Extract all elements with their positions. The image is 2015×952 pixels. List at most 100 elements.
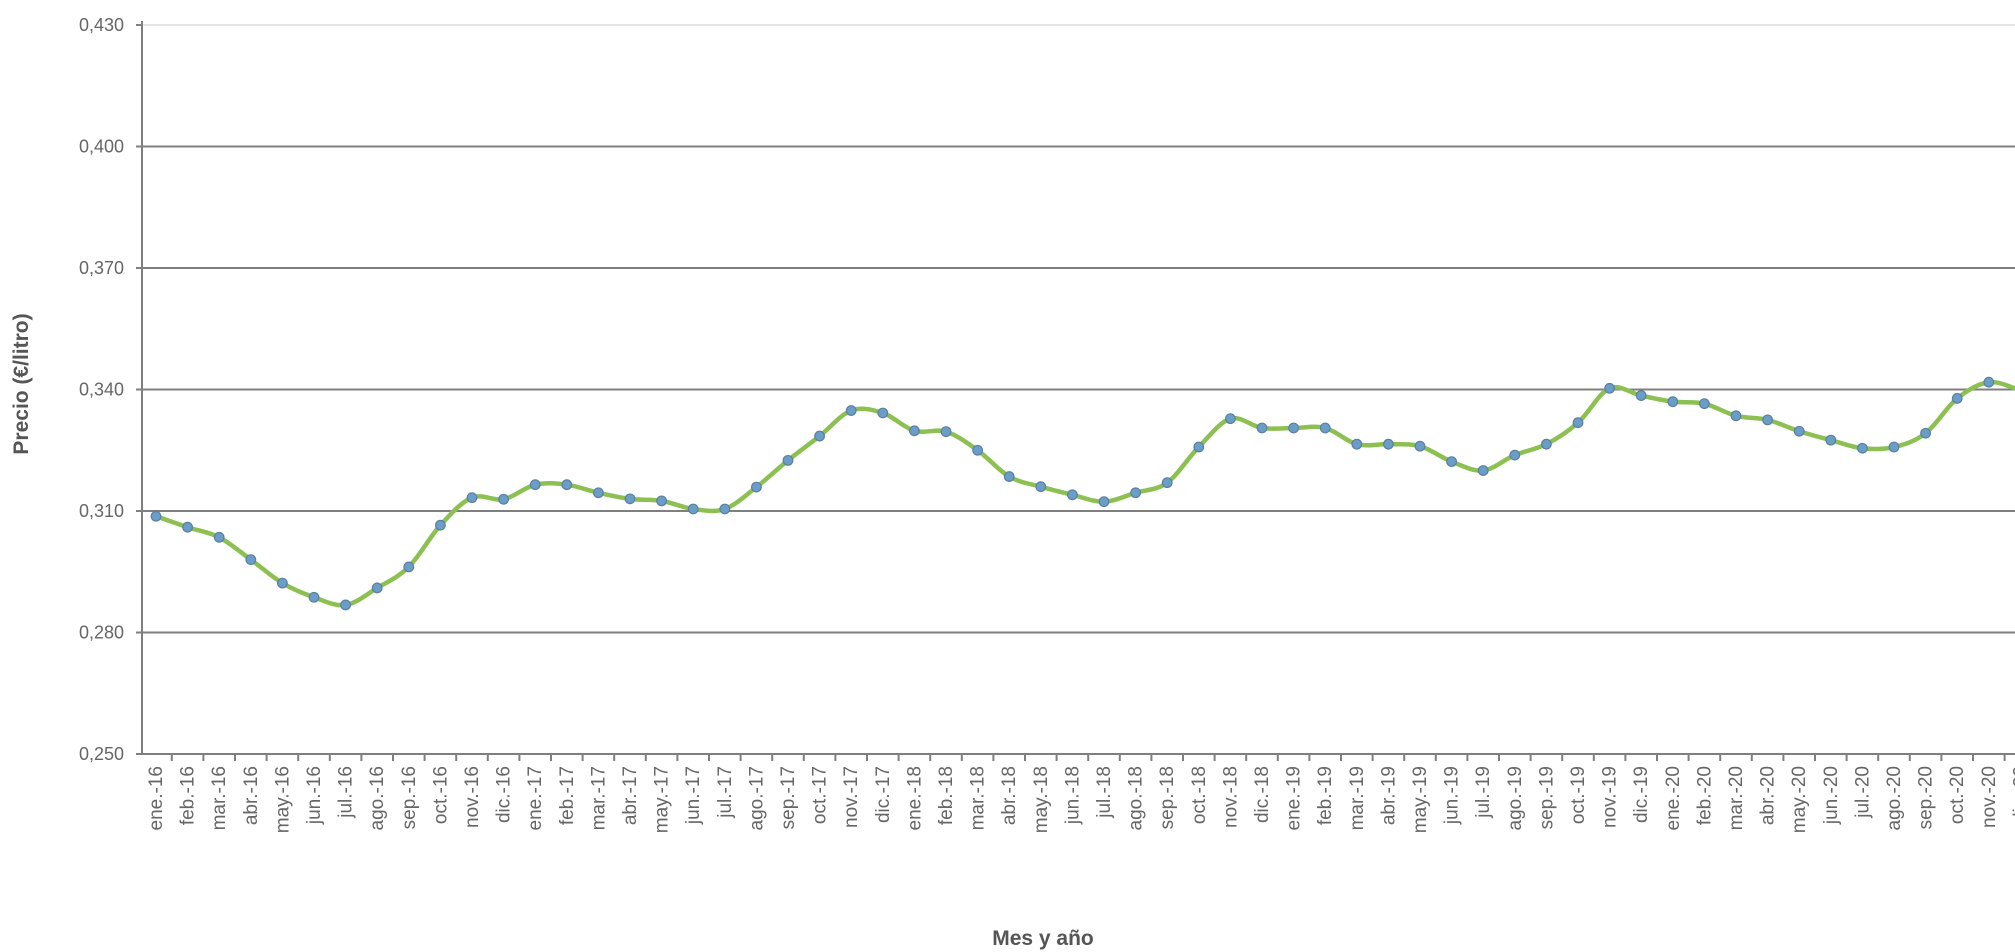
data-point [213, 531, 225, 543]
data-point [277, 577, 288, 589]
y-axis-title: Precio (€/litro) [10, 313, 33, 454]
data-point [1983, 376, 1995, 388]
x-tick-label: abr.-16 [241, 766, 262, 825]
x-tick-label: ene.-19 [1284, 766, 1305, 830]
x-tick-label: jun.-18 [1062, 766, 1083, 825]
x-tick-label: jul.-17 [715, 766, 736, 819]
x-tick-label: mar.-19 [1347, 766, 1368, 830]
data-point [782, 454, 794, 466]
y-tick-label: 0,340 [79, 380, 124, 400]
axes [141, 21, 2015, 755]
y-tick-label: 0,370 [79, 258, 124, 278]
x-tick-label: sep.-17 [778, 766, 799, 829]
x-tick-label: may.-16 [272, 766, 293, 833]
x-tick-label: nov.-17 [841, 766, 862, 828]
x-tick-label: abr.-19 [1378, 766, 1399, 825]
data-point [529, 479, 541, 491]
x-tick-label: dic.-19 [1631, 766, 1652, 823]
x-tick-label: may.-17 [652, 766, 673, 833]
x-axis-title: Mes y año [992, 927, 1094, 950]
y-tick-label: 0,430 [79, 15, 124, 35]
data-point [561, 479, 573, 491]
x-tick-label: jul.-16 [336, 766, 357, 819]
y-tick-label: 0,250 [79, 744, 124, 764]
data-point [1130, 487, 1141, 499]
x-tick-label: ago.-17 [746, 766, 767, 830]
x-tick-label: nov.-19 [1600, 766, 1621, 828]
data-point [719, 503, 731, 515]
y-tick-label: 0,310 [79, 501, 124, 521]
gridlines [142, 24, 2015, 634]
data-point [1256, 422, 1268, 434]
data-point [624, 493, 636, 505]
x-tick-label: may.-19 [1410, 766, 1431, 833]
x-tick-label: feb.-16 [178, 766, 199, 825]
data-point [656, 495, 667, 507]
data-point [435, 519, 446, 531]
x-tick-label: jul.-18 [1094, 766, 1115, 819]
data-point [751, 481, 762, 493]
x-tick-label: dic.-18 [1252, 766, 1273, 823]
x-tick-label: ene.-18 [904, 766, 925, 830]
x-tick-label: may.-20 [1789, 766, 1810, 833]
x-tick-label: jul.-19 [1473, 766, 1494, 819]
data-point [403, 561, 415, 573]
y-tick-label: 0,280 [79, 623, 124, 643]
data-point [1825, 434, 1837, 446]
x-tick-label: mar.-18 [968, 766, 989, 830]
data-point [1888, 441, 1900, 453]
data-point [877, 407, 889, 419]
x-tick-label: feb.-18 [936, 766, 957, 825]
x-tick-label: dic.-17 [873, 766, 894, 823]
x-tick-label: jun.-20 [1821, 766, 1842, 825]
series [150, 376, 2015, 611]
x-tick-label: jun.-19 [1442, 766, 1463, 825]
data-point [972, 444, 983, 456]
x-tick-label: mar.-16 [209, 766, 230, 830]
data-point [1351, 438, 1363, 450]
x-tick-label: sep.-19 [1536, 766, 1557, 829]
data-point [340, 599, 352, 611]
data-point [1509, 449, 1521, 461]
data-point [814, 430, 825, 442]
data-point [1319, 422, 1331, 434]
x-tick-label: oct.-19 [1568, 766, 1589, 824]
x-tick-label: feb.-20 [1694, 766, 1715, 825]
y-axis-ticks: 0,250 0,280 0,310 0,340 0,370 0,400 0,430 [79, 15, 142, 764]
data-point [845, 405, 857, 416]
data-point [182, 521, 194, 533]
data-point [1635, 390, 1647, 401]
x-tick-label: abr.-17 [620, 766, 641, 825]
x-tick-label: mar.-17 [588, 766, 609, 830]
data-point [466, 492, 478, 504]
x-tick-label: sep.-20 [1916, 766, 1937, 829]
data-point [371, 582, 383, 594]
x-tick-label: nov.-20 [1979, 766, 2000, 828]
data-point [1193, 441, 1205, 453]
data-point [1161, 477, 1173, 489]
data-point [308, 591, 320, 603]
x-tick-label: abr.-18 [999, 766, 1020, 825]
x-tick-label: mar.-20 [1726, 766, 1747, 830]
data-point [1224, 413, 1236, 425]
x-axis-ticks: ene.-16 feb.-16 mar.-16 abr.-16 may.-16 jun.-… [146, 754, 2015, 833]
x-tick-label: dic.-16 [494, 766, 515, 823]
x-tick-label: nov.-18 [1220, 766, 1241, 828]
data-point [498, 493, 510, 505]
data-point [940, 426, 952, 438]
x-tick-label: nov.-16 [462, 766, 483, 828]
data-point [1951, 393, 1963, 404]
x-tick-label: jul.-20 [1852, 766, 1873, 819]
x-tick-label: ago.-19 [1505, 766, 1526, 830]
data-point [1035, 481, 1047, 493]
data-point [1730, 410, 1742, 422]
x-tick-label: oct.-18 [1189, 766, 1210, 824]
data-point [1066, 489, 1078, 501]
data-point [1446, 456, 1457, 467]
x-tick-label: ene.-20 [1663, 766, 1684, 830]
x-tick-label: ene.-16 [146, 766, 167, 830]
y-tick-label: 0,400 [79, 137, 124, 157]
x-tick-label: oct.-17 [810, 766, 831, 824]
x-tick-label: sep.-16 [399, 766, 420, 829]
